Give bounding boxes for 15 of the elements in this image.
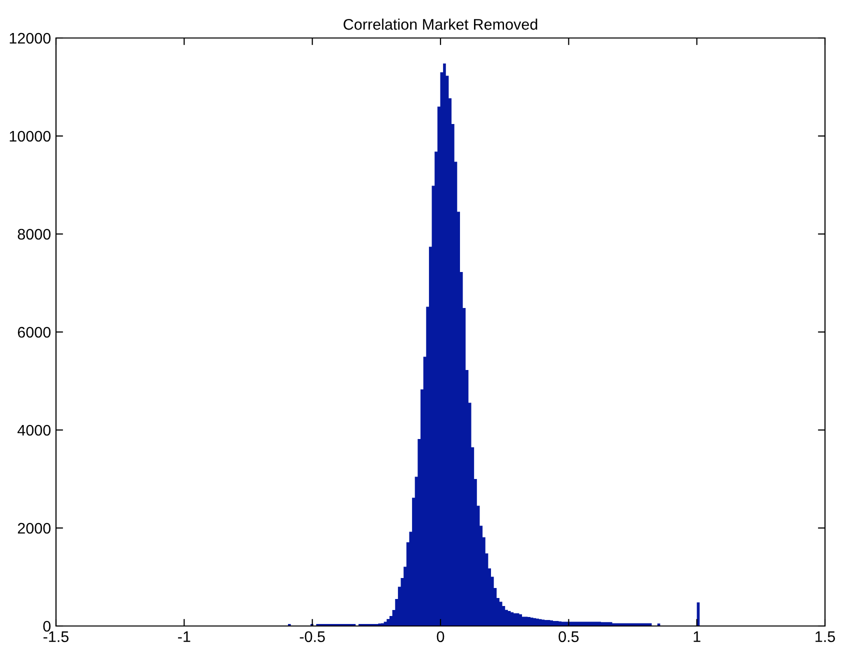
x-tick-label: -1 [178,631,190,642]
x-tick-label: 1 [694,631,700,642]
x-tick-label: -0.5 [300,631,325,642]
x-tick-label: 1.5 [816,631,835,642]
x-tick-label: 0.5 [558,631,579,642]
x-tick-label: 0 [436,631,444,642]
y-tick-label: 2000 [18,522,51,534]
x-tick-label: -1.5 [44,631,69,642]
y-tick-label: 10000 [10,130,51,142]
y-tick-label: 4000 [18,424,51,436]
y-tick-label: 12000 [10,32,51,44]
chart-title: Correlation Market Removed [344,18,538,30]
y-tick-label: 8000 [18,228,51,240]
y-tick-label: 6000 [18,326,51,338]
y-tick-label: 0 [43,620,51,632]
